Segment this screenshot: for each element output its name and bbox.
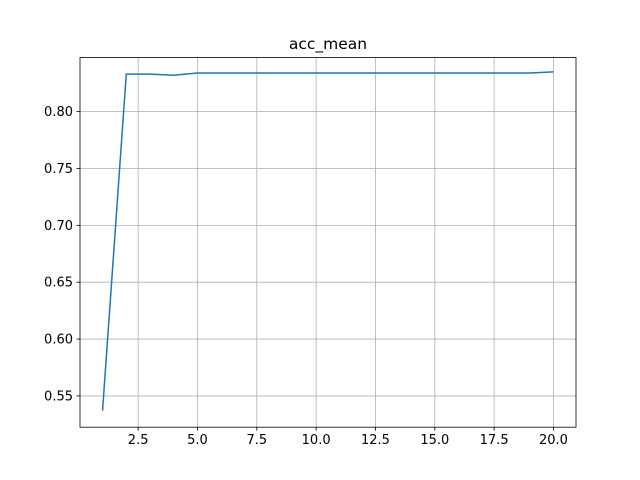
series-layer	[101, 71, 554, 411]
series-line	[101, 71, 554, 411]
grid-lines	[80, 57, 576, 428]
chart-title: acc_mean	[289, 35, 367, 54]
x-tick-label: 2.5	[128, 433, 149, 448]
x-tick-label: 17.5	[480, 433, 509, 448]
y-tick-label: 0.80	[44, 105, 73, 120]
x-tick-label: 20.0	[539, 433, 568, 448]
x-tick-label: 15.0	[420, 433, 449, 448]
y-tick-label: 0.55	[44, 389, 73, 404]
x-tick-label: 12.5	[361, 433, 390, 448]
axes-frame	[79, 57, 577, 428]
x-axis-ticks: 2.5 5.0 7.5 10.0 12.5 15.0 17.5 20.0	[128, 427, 568, 448]
x-tick-label: 5.0	[187, 433, 208, 448]
y-tick-label: 0.70	[44, 219, 73, 234]
y-axis-ticks: 0.55 0.60 0.65 0.70 0.75 0.80	[44, 105, 80, 404]
x-tick-label: 10.0	[302, 433, 331, 448]
x-tick-label: 7.5	[246, 433, 267, 448]
y-tick-label: 0.60	[44, 333, 73, 348]
y-tick-label: 0.75	[44, 162, 73, 177]
y-tick-label: 0.65	[44, 276, 73, 291]
